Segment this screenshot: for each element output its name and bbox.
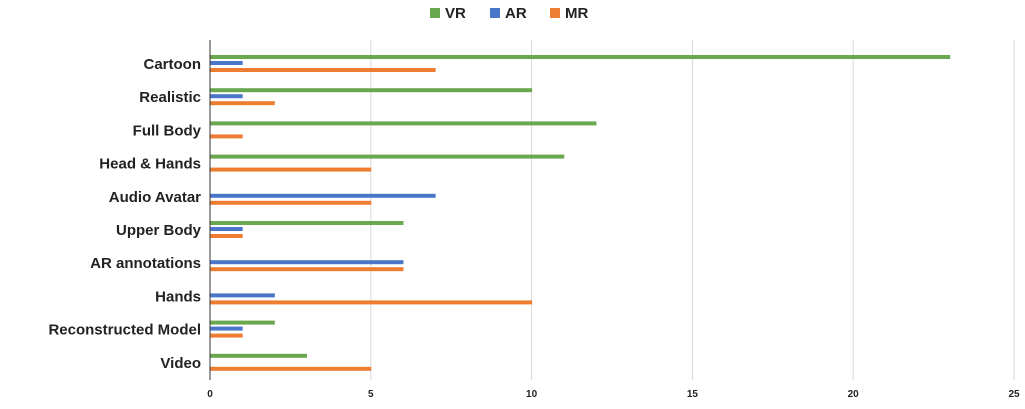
- x-tick-label: 25: [1008, 389, 1020, 400]
- bar-audio-avatar-mr: [210, 200, 372, 205]
- bar-ar-annotations-ar: [210, 260, 404, 265]
- bar-cartoon-vr: [210, 55, 951, 59]
- bar-head-hands-mr: [210, 167, 372, 172]
- category-label: Reconstructed Model: [48, 322, 201, 339]
- x-tick-label: 10: [526, 389, 538, 400]
- bar-video-mr: [210, 366, 372, 371]
- category-labels: Cartoon Realistic Full Body Head & Hands Aud…: [48, 56, 201, 372]
- bar-cartoon-ar: [210, 61, 243, 65]
- x-tick-label: 20: [848, 389, 860, 400]
- category-label: AR annotations: [90, 255, 201, 272]
- legend-swatch-ar: [490, 8, 500, 18]
- bar-video-vr: [210, 353, 307, 358]
- legend-label-vr: VR: [445, 5, 466, 22]
- bar-audio-avatar-ar: [210, 193, 436, 198]
- category-label: Video: [160, 355, 201, 372]
- bar-realistic-vr: [210, 88, 533, 93]
- x-tick-labels: 0 5 10 15 20 25: [207, 389, 1020, 400]
- category-label: Realistic: [139, 89, 201, 106]
- bar-hands-ar: [210, 293, 275, 298]
- legend-swatch-mr: [550, 8, 560, 18]
- bar-cartoon-mr: [210, 68, 436, 72]
- x-tick-label: 15: [687, 389, 699, 400]
- category-label: Audio Avatar: [109, 189, 201, 206]
- bar-upper-body-ar: [210, 227, 243, 231]
- category-label: Head & Hands: [99, 156, 201, 173]
- bar-hands-mr: [210, 300, 533, 305]
- bar-upper-body-mr: [210, 234, 243, 238]
- gridlines: [370, 40, 1015, 380]
- bar-full-body-vr: [210, 121, 597, 126]
- category-label: Full Body: [133, 122, 202, 139]
- bar-realistic-ar: [210, 94, 243, 99]
- bar-realistic-mr: [210, 101, 275, 106]
- category-label: Hands: [155, 288, 201, 305]
- bar-reconstructed-model-ar: [210, 326, 243, 331]
- category-label: Upper Body: [116, 222, 202, 239]
- category-label: Cartoon: [144, 56, 202, 73]
- bar-upper-body-vr: [210, 221, 404, 225]
- bars: [210, 55, 951, 371]
- bar-head-hands-vr: [210, 154, 565, 159]
- legend-label-ar: AR: [505, 5, 527, 22]
- bar-full-body-mr: [210, 134, 243, 139]
- x-tick-label: 0: [207, 389, 213, 400]
- bar-ar-annotations-mr: [210, 267, 404, 272]
- legend-swatch-vr: [430, 8, 440, 18]
- bar-reconstructed-model-mr: [210, 333, 243, 338]
- bar-reconstructed-model-vr: [210, 320, 275, 325]
- legend: VR AR MR: [430, 5, 588, 22]
- legend-label-mr: MR: [565, 5, 588, 22]
- x-tick-label: 5: [368, 389, 374, 400]
